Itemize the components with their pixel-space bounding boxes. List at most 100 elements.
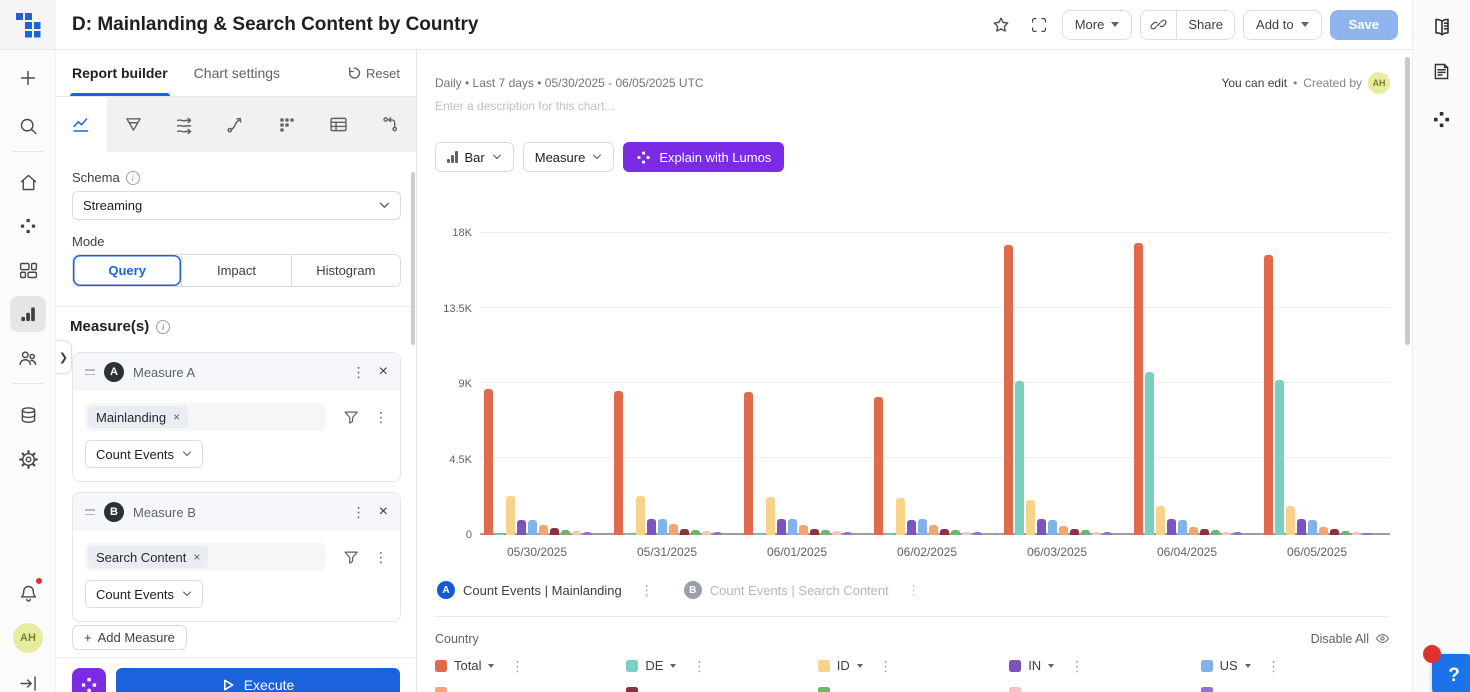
execute-button[interactable]: Execute bbox=[116, 668, 400, 692]
breakdown-item-menu-icon[interactable]: ⋮ bbox=[510, 657, 525, 674]
bar-b-in[interactable] bbox=[572, 531, 581, 535]
add-to-button[interactable]: Add to bbox=[1243, 9, 1322, 40]
bar-a-in[interactable] bbox=[777, 519, 786, 535]
measure-a-menu-icon[interactable]: ⋮ bbox=[351, 364, 366, 380]
bar-b-us[interactable] bbox=[1233, 532, 1242, 535]
breakdown-item-id[interactable]: ID ⋮ bbox=[817, 658, 1009, 673]
bar-b-id[interactable] bbox=[561, 529, 570, 535]
bar-b-de[interactable] bbox=[940, 528, 949, 535]
breakdown-item-row2[interactable] bbox=[626, 687, 817, 692]
caret-down-icon[interactable] bbox=[488, 663, 495, 668]
save-button[interactable]: Save bbox=[1329, 9, 1398, 40]
bar-b-total[interactable] bbox=[1059, 525, 1068, 535]
filter-icon[interactable] bbox=[342, 548, 360, 567]
breakdown-item-in[interactable]: IN ⋮ bbox=[1009, 658, 1200, 673]
tab-chart-settings[interactable]: Chart settings bbox=[193, 65, 281, 81]
bar-b-total[interactable] bbox=[669, 524, 678, 535]
bar-b-us[interactable] bbox=[843, 531, 852, 535]
lumos-panel-button[interactable] bbox=[1424, 101, 1460, 137]
bar-a-de[interactable] bbox=[1015, 380, 1024, 535]
bar-b-in[interactable] bbox=[702, 531, 711, 535]
bar-a-id[interactable] bbox=[896, 498, 905, 535]
bar-a-id[interactable] bbox=[1286, 505, 1295, 535]
bar-a-in[interactable] bbox=[1167, 519, 1176, 535]
bar-b-de[interactable] bbox=[1330, 529, 1339, 535]
bar-a-total[interactable] bbox=[1264, 254, 1273, 535]
chart-type-select[interactable]: Bar bbox=[435, 142, 514, 172]
breakdown-item-row2[interactable] bbox=[1009, 687, 1200, 692]
add-measure-button[interactable]: + Add Measure bbox=[72, 625, 187, 650]
lumos-ai-button[interactable] bbox=[72, 668, 106, 692]
legend-measure-a[interactable]: A Count Events | Mainlanding ⋮ bbox=[437, 581, 654, 599]
bar-b-id[interactable] bbox=[1211, 530, 1220, 535]
bar-a-de[interactable] bbox=[1145, 372, 1154, 535]
remove-event-icon[interactable]: × bbox=[193, 550, 201, 564]
help-button[interactable]: ? bbox=[1423, 645, 1470, 692]
measure-a-event-input[interactable]: Mainlanding × bbox=[85, 403, 326, 431]
filter-icon[interactable] bbox=[342, 408, 360, 427]
bar-a-total[interactable] bbox=[1134, 243, 1143, 535]
bar-b-de[interactable] bbox=[1070, 529, 1079, 535]
bar-a-total[interactable] bbox=[874, 396, 883, 535]
bar-b-total[interactable] bbox=[799, 524, 808, 535]
mode-option-impact[interactable]: Impact bbox=[181, 255, 290, 286]
report-type-flows[interactable] bbox=[159, 97, 210, 152]
bar-a-de[interactable] bbox=[1275, 379, 1284, 535]
schema-select[interactable]: Streaming bbox=[72, 191, 401, 220]
timeframe-summary[interactable]: Daily • Last 7 days • 05/30/2025 - 06/05… bbox=[435, 76, 704, 90]
bar-a-total[interactable] bbox=[614, 390, 623, 535]
bar-b-de[interactable] bbox=[1200, 529, 1209, 535]
bar-b-id[interactable] bbox=[821, 529, 830, 535]
bar-b-id[interactable] bbox=[1081, 530, 1090, 535]
breakdown-item-menu-icon[interactable]: ⋮ bbox=[1070, 657, 1085, 674]
breakdown-item-menu-icon[interactable]: ⋮ bbox=[1266, 657, 1281, 674]
report-type-table[interactable] bbox=[313, 97, 364, 152]
bar-a-de[interactable] bbox=[625, 533, 634, 535]
bar-b-in[interactable] bbox=[962, 531, 971, 535]
bar-b-de[interactable] bbox=[810, 528, 819, 535]
bar-b-us[interactable] bbox=[1363, 532, 1372, 535]
disable-all-button[interactable]: Disable All bbox=[1311, 631, 1390, 646]
breakdown-item-menu-icon[interactable]: ⋮ bbox=[692, 657, 707, 674]
bar-a-in[interactable] bbox=[907, 519, 916, 535]
caret-down-icon[interactable] bbox=[1048, 663, 1055, 668]
bar-a-id[interactable] bbox=[636, 495, 645, 535]
bar-b-us[interactable] bbox=[1103, 532, 1112, 535]
report-type-funnel[interactable] bbox=[107, 97, 158, 152]
nav-collapse-button[interactable] bbox=[10, 665, 46, 692]
event-menu-icon[interactable]: ⋮ bbox=[374, 409, 388, 425]
report-type-retention[interactable] bbox=[262, 97, 313, 152]
bar-b-total[interactable] bbox=[539, 524, 548, 535]
info-icon[interactable]: i bbox=[125, 170, 140, 185]
nav-settings-button[interactable] bbox=[10, 441, 46, 477]
bar-b-us[interactable] bbox=[973, 532, 982, 535]
nav-notifications-button[interactable] bbox=[10, 575, 46, 611]
breakdown-item-row2[interactable] bbox=[435, 687, 626, 692]
drag-handle-icon[interactable] bbox=[85, 509, 95, 515]
explain-with-lumos-button[interactable]: Explain with Lumos bbox=[623, 142, 785, 172]
caret-down-icon[interactable] bbox=[856, 663, 863, 668]
breakdown-item-row2[interactable] bbox=[817, 687, 1009, 692]
bar-a-total[interactable] bbox=[484, 389, 493, 535]
share-button[interactable]: Share bbox=[1177, 10, 1235, 39]
description-placeholder[interactable]: Enter a description for this chart... bbox=[435, 99, 615, 113]
measure-display-select[interactable]: Measure bbox=[522, 142, 615, 172]
legend-measure-b[interactable]: B Count Events | Search Content ⋮ bbox=[683, 581, 921, 599]
report-type-line-chart[interactable] bbox=[56, 97, 108, 152]
bar-a-us[interactable] bbox=[528, 520, 537, 535]
bar-b-in[interactable] bbox=[832, 531, 841, 535]
reset-button[interactable]: Reset bbox=[347, 66, 400, 81]
bar-a-us[interactable] bbox=[788, 519, 797, 535]
bar-a-in[interactable] bbox=[517, 519, 526, 535]
event-chip[interactable]: Search Content × bbox=[88, 546, 209, 568]
copy-link-button[interactable] bbox=[1141, 10, 1178, 39]
creator-avatar[interactable]: AH bbox=[1368, 72, 1390, 94]
nav-search-button[interactable] bbox=[10, 108, 46, 144]
measure-b-aggregation-select[interactable]: Count Events bbox=[85, 580, 204, 608]
info-icon[interactable]: i bbox=[156, 319, 171, 334]
report-type-paths[interactable] bbox=[210, 97, 261, 152]
bar-a-us[interactable] bbox=[658, 519, 667, 535]
measure-b-event-input[interactable]: Search Content × bbox=[85, 543, 326, 571]
bar-a-id[interactable] bbox=[1156, 505, 1165, 535]
bar-a-total[interactable] bbox=[744, 392, 753, 535]
